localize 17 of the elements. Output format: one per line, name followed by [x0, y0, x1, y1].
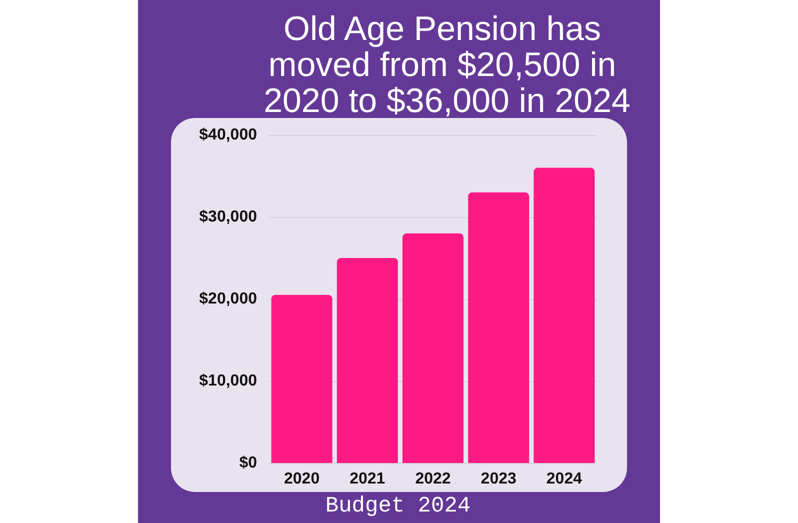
- bar: [271, 294, 332, 463]
- x-tick-label: 2022: [415, 470, 451, 488]
- y-tick-label: $10,000: [199, 372, 258, 390]
- text: Budget 2024: [325, 494, 471, 518]
- bar: [336, 258, 398, 463]
- bar: [468, 192, 530, 463]
- x-tick-label: 2024: [546, 470, 582, 488]
- bar: [402, 233, 464, 463]
- x-tick-label: 2021: [350, 470, 386, 488]
- x-tick-label: 2023: [480, 470, 516, 488]
- y-tick-label: $20,000: [199, 290, 258, 308]
- y-tick-label: $0: [239, 454, 258, 472]
- y-tick-label: $40,000: [199, 126, 258, 144]
- bar: [534, 168, 595, 463]
- x-tick-label: 2020: [284, 470, 320, 488]
- y-tick-label: $30,000: [199, 208, 258, 226]
- chart-title: Old Age Pension has moved from $20,500 in 2020 to $36,000 in 2024: [264, 10, 630, 120]
